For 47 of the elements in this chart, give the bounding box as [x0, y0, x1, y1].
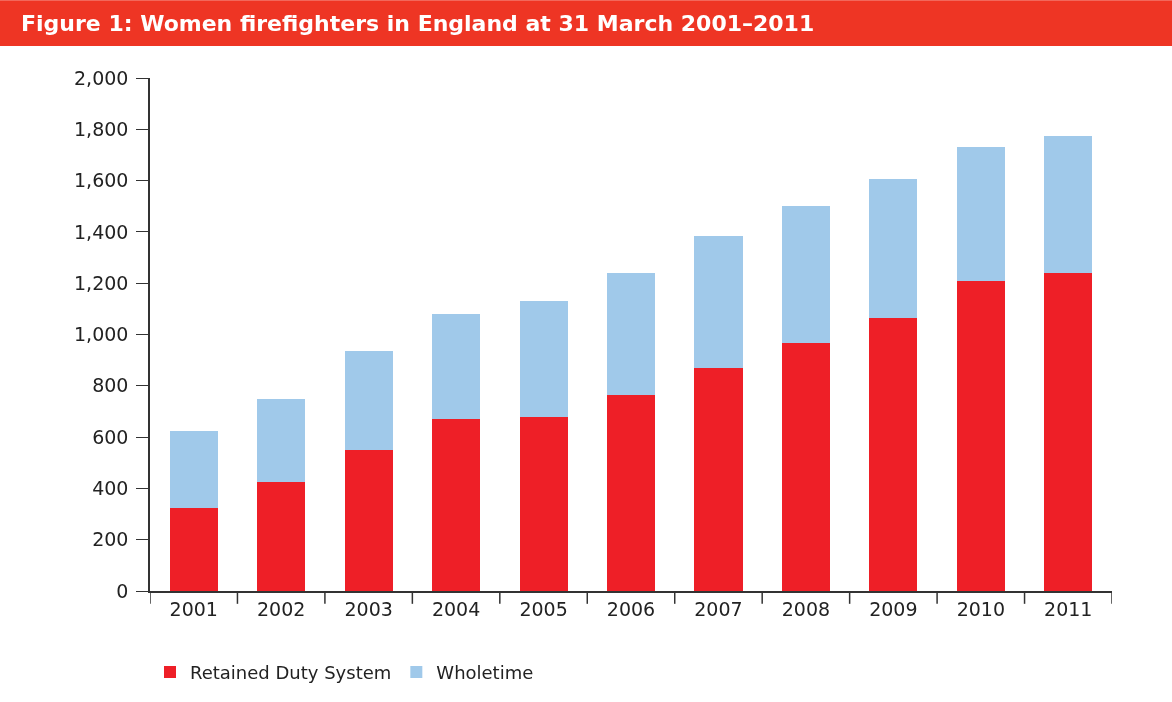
bar [956, 280, 1005, 591]
bar [257, 398, 306, 482]
bar [781, 206, 830, 344]
x-tick-label: 2007 [694, 597, 743, 620]
y-tick-label: 800 [92, 374, 129, 397]
bar [781, 343, 830, 591]
bar [344, 449, 393, 591]
x-tick-label: 2005 [519, 597, 568, 620]
chart-title: Figure 1: Women firefighters in England at 31 March 2001–2011 [21, 11, 815, 36]
bar [344, 351, 393, 450]
x-tick-label: 2009 [869, 597, 918, 620]
bar [694, 235, 743, 368]
y-tick-label: 1,600 [74, 169, 129, 192]
legend-label: Retained Duty System [190, 661, 392, 683]
y-tick-label: 0 [116, 579, 129, 602]
y-tick-label: 400 [92, 477, 129, 500]
x-tick-label: 2006 [606, 597, 656, 620]
bar [519, 301, 568, 417]
bar [257, 481, 306, 591]
bar [606, 272, 656, 395]
y-tick-label: 2,000 [74, 66, 129, 89]
bar [519, 416, 568, 591]
x-tick-label: 2003 [344, 597, 393, 620]
bar [432, 313, 481, 420]
x-tick-label: 2011 [1044, 597, 1093, 620]
x-tick-label: 2010 [956, 597, 1005, 620]
bar [1044, 272, 1093, 591]
bar [869, 317, 918, 591]
y-tick-label: 600 [92, 425, 129, 448]
y-tick-label: 200 [92, 528, 129, 551]
bar [869, 179, 918, 318]
bar [694, 367, 743, 591]
x-tick-label: 2004 [431, 597, 481, 620]
y-tick-label: 1,400 [74, 220, 129, 243]
bar [606, 394, 656, 591]
y-tick-label: 1,800 [74, 117, 129, 140]
bar [956, 147, 1005, 281]
bar [169, 507, 218, 591]
bar [169, 430, 218, 508]
x-tick-label: 2002 [257, 597, 306, 620]
legend-label: Wholetime [436, 661, 534, 683]
bar [1044, 135, 1093, 273]
x-tick-label: 2008 [781, 597, 831, 620]
x-tick-label: 2001 [169, 597, 218, 620]
y-tick-label: 1,200 [74, 271, 129, 294]
bar [432, 419, 481, 591]
y-tick-label: 1,000 [74, 323, 129, 346]
